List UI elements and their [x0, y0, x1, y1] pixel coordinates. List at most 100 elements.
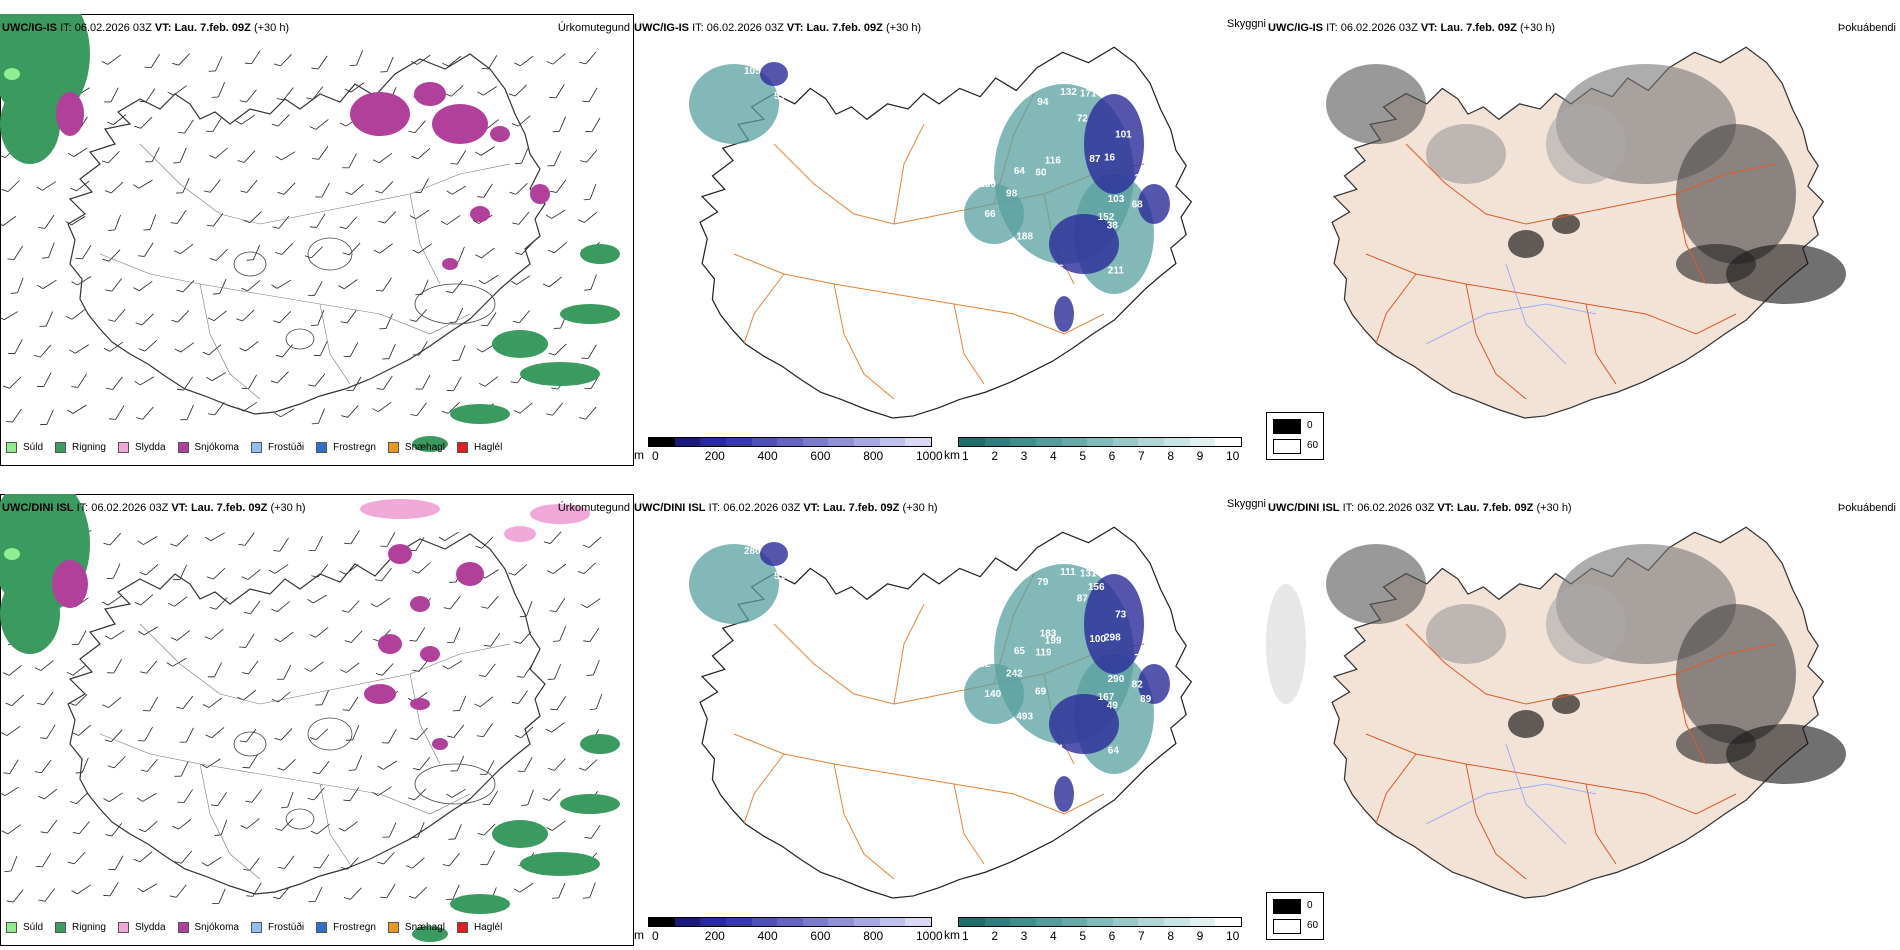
wind-barb	[137, 242, 154, 257]
cloud-base-tick: 800	[863, 929, 884, 943]
cloud-base-tick: 0	[652, 449, 659, 463]
fog-legend-label: 0	[1307, 420, 1313, 431]
wind-barb	[308, 886, 323, 903]
wind-barb	[343, 342, 359, 357]
wind-barb	[136, 793, 157, 802]
wind-barb	[477, 86, 497, 96]
wind-barb	[108, 214, 121, 231]
wind-barb	[209, 597, 228, 610]
cloud-base-value: 182	[1060, 286, 1077, 297]
visibility-tick: 2	[991, 929, 999, 943]
wind-barb	[340, 309, 357, 324]
it-value: 06.02.2026 03Z	[723, 502, 801, 514]
cloud-base-value: 87	[1077, 594, 1089, 605]
wind-barb	[581, 344, 597, 359]
cloud-base-unit: m	[634, 928, 644, 942]
wind-barb	[309, 728, 329, 741]
snow-area	[456, 562, 484, 586]
wind-barb	[475, 146, 495, 156]
cloud-base-value: 68	[1132, 200, 1144, 211]
cloud-base-value: 79	[1037, 577, 1049, 588]
cloud-base-value: 38	[1107, 221, 1119, 232]
wind-barb	[40, 409, 54, 426]
cloud-base-value: 49	[1107, 701, 1119, 712]
snow-area	[432, 104, 488, 144]
wind-barb	[440, 215, 461, 225]
wind-barb	[408, 886, 427, 899]
low-cloud-area	[1084, 574, 1144, 674]
wind-barb	[7, 245, 23, 260]
cloud-base-value: 188	[1016, 232, 1033, 243]
wind-barb	[547, 664, 562, 680]
wind-barb	[136, 406, 154, 420]
legend-label: Frostregn	[333, 922, 376, 933]
wind-barb	[137, 726, 153, 742]
visibility-tick: 1	[962, 929, 969, 943]
wind-barb	[240, 818, 260, 829]
wind-barb	[214, 819, 228, 836]
legend-item: Frostregn	[316, 442, 376, 453]
legend-label: Snjókoma	[194, 922, 239, 933]
cloud-map-top: 1055513321119087969468667274641382921321…	[689, 46, 1193, 419]
wind-barb	[200, 758, 221, 768]
wind-barb	[513, 402, 533, 414]
low-cloud-area	[760, 62, 788, 86]
wind-barb	[475, 536, 494, 549]
wind-barb	[107, 756, 126, 769]
wind-barb	[239, 728, 257, 743]
wind-barb	[237, 402, 258, 412]
legend-label: Snæhagl	[404, 442, 445, 453]
wind-barb	[5, 408, 22, 423]
wind-barb	[235, 114, 255, 125]
wind-barb	[579, 51, 597, 65]
legend-swatch	[117, 442, 129, 453]
wind-barb	[1, 824, 21, 835]
cloud-base-value: 224	[1042, 758, 1059, 769]
cloud-base-tick: 600	[810, 449, 831, 463]
wind-barb	[481, 55, 498, 70]
wind-barb	[444, 85, 464, 97]
wind-barb	[381, 728, 397, 744]
wind-barb	[240, 179, 258, 193]
wind-barb	[167, 85, 187, 96]
fog-index-area	[1676, 244, 1756, 284]
wind-barb	[512, 211, 530, 225]
wind-barb	[304, 661, 324, 672]
cloud-base-value: 119	[1035, 648, 1052, 659]
wind-barb	[204, 628, 224, 640]
wind-barb	[241, 660, 259, 675]
legend-item: Frostúði	[250, 922, 304, 933]
wind-barb	[212, 278, 227, 295]
wind-barb	[344, 630, 363, 643]
wind-barb	[311, 310, 325, 326]
wind-barb	[375, 181, 394, 194]
wind-barb	[107, 114, 127, 126]
wind-barb	[546, 402, 564, 416]
wind-barb	[139, 88, 156, 103]
legend-item: Snæhagl	[387, 442, 445, 453]
wind-barb	[72, 821, 90, 835]
wind-barb	[174, 850, 193, 864]
wind-barb	[239, 341, 259, 352]
wind-barb	[409, 309, 428, 322]
legend-label: Frostregn	[333, 442, 376, 453]
cloud-base-value: 156	[1088, 582, 1105, 593]
low-cloud-area	[1138, 184, 1170, 224]
wind-barb	[34, 660, 54, 671]
wind-barb	[36, 181, 56, 191]
wind-barb	[380, 883, 396, 899]
it-value: 06.02.2026 03Z	[706, 22, 784, 34]
wind-barb	[171, 310, 190, 323]
snow-area	[414, 82, 446, 106]
visibility-unit: km	[944, 448, 960, 462]
wind-barb	[482, 790, 498, 806]
legend-swatch	[250, 442, 262, 453]
wind-barb	[273, 54, 292, 67]
wind-barb	[339, 216, 358, 230]
wind-barb	[474, 696, 494, 708]
wind-barb	[145, 147, 160, 163]
wind-barb	[446, 884, 460, 900]
wind-barb	[478, 376, 499, 387]
cloud-base-value: 69	[1035, 686, 1047, 697]
visibility-tick: 4	[1050, 449, 1057, 463]
